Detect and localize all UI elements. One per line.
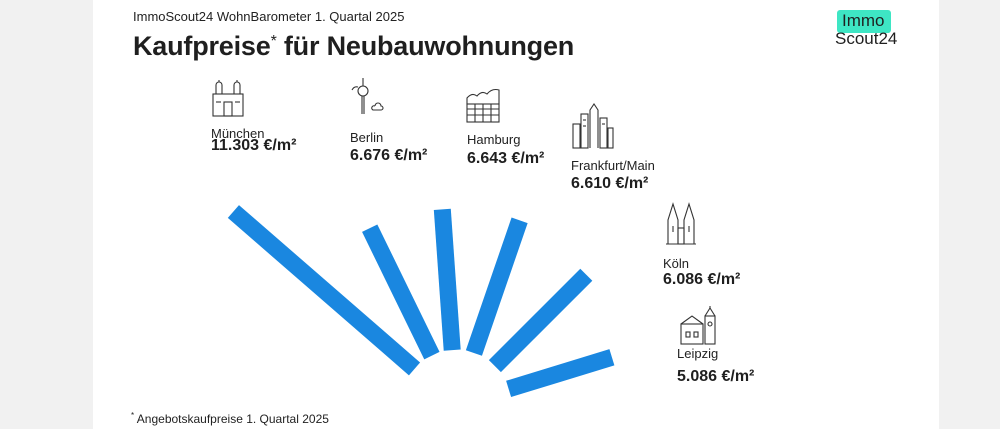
icons-group: [212, 78, 716, 345]
title-main: Kaufpreise: [133, 31, 271, 61]
bars-group: [227, 205, 615, 398]
city-name-label: München: [211, 126, 264, 141]
munich-church-icon: [212, 80, 244, 117]
frankfurt-skyline-icon: [572, 103, 614, 149]
footnote: * Angebotskaufpreise 1. Quartal 2025: [131, 411, 329, 426]
footnote-text: Angebotskaufpreise 1. Quartal 2025: [134, 412, 329, 426]
infographic-card: ImmoScout24 WohnBarometer 1. Quartal 202…: [93, 0, 939, 429]
city-value-label: 11.303 €/m²: [211, 137, 296, 154]
immoscout24-logo: Immo Scout24: [833, 10, 929, 50]
city-name-label: Berlin: [350, 130, 383, 145]
footnote-mark: *: [131, 411, 135, 420]
hamburg-elbphilharmonie-icon: [466, 88, 500, 123]
bar-1: [227, 205, 421, 376]
city-value-label: 5.086 €/m²: [677, 368, 754, 385]
logo-line-1: Immo: [842, 11, 885, 30]
berlin-tv-tower-icon: [351, 78, 384, 114]
subtitle: ImmoScout24 WohnBarometer 1. Quartal 202…: [133, 9, 405, 24]
page-title: Kaufpreise* für Neubauwohnungen: [133, 31, 574, 62]
city-value-label: 6.643 €/m²: [467, 150, 544, 167]
city-value-label: 6.610 €/m²: [571, 175, 648, 192]
city-value-label: 6.086 €/m²: [663, 271, 740, 288]
logo-accent-box: [837, 10, 891, 33]
title-footnote-mark: *: [270, 33, 277, 50]
leipzig-town-hall-icon: [680, 306, 716, 345]
cologne-cathedral-icon: [666, 202, 696, 245]
logo-line-2: Scout24: [835, 29, 898, 48]
bar-6: [506, 349, 615, 398]
bar-2: [362, 224, 440, 360]
title-rest: für Neubauwohnungen: [276, 31, 575, 61]
city-name-label: Leipzig: [677, 346, 718, 361]
city-value-label: 6.676 €/m²: [350, 147, 427, 164]
bar-5: [488, 268, 593, 373]
bar-3: [433, 208, 461, 351]
city-name-label: Hamburg: [467, 132, 520, 147]
city-name-label: Köln: [663, 256, 689, 271]
city-name-label: Frankfurt/Main: [571, 158, 655, 173]
bar-4: [465, 217, 528, 356]
